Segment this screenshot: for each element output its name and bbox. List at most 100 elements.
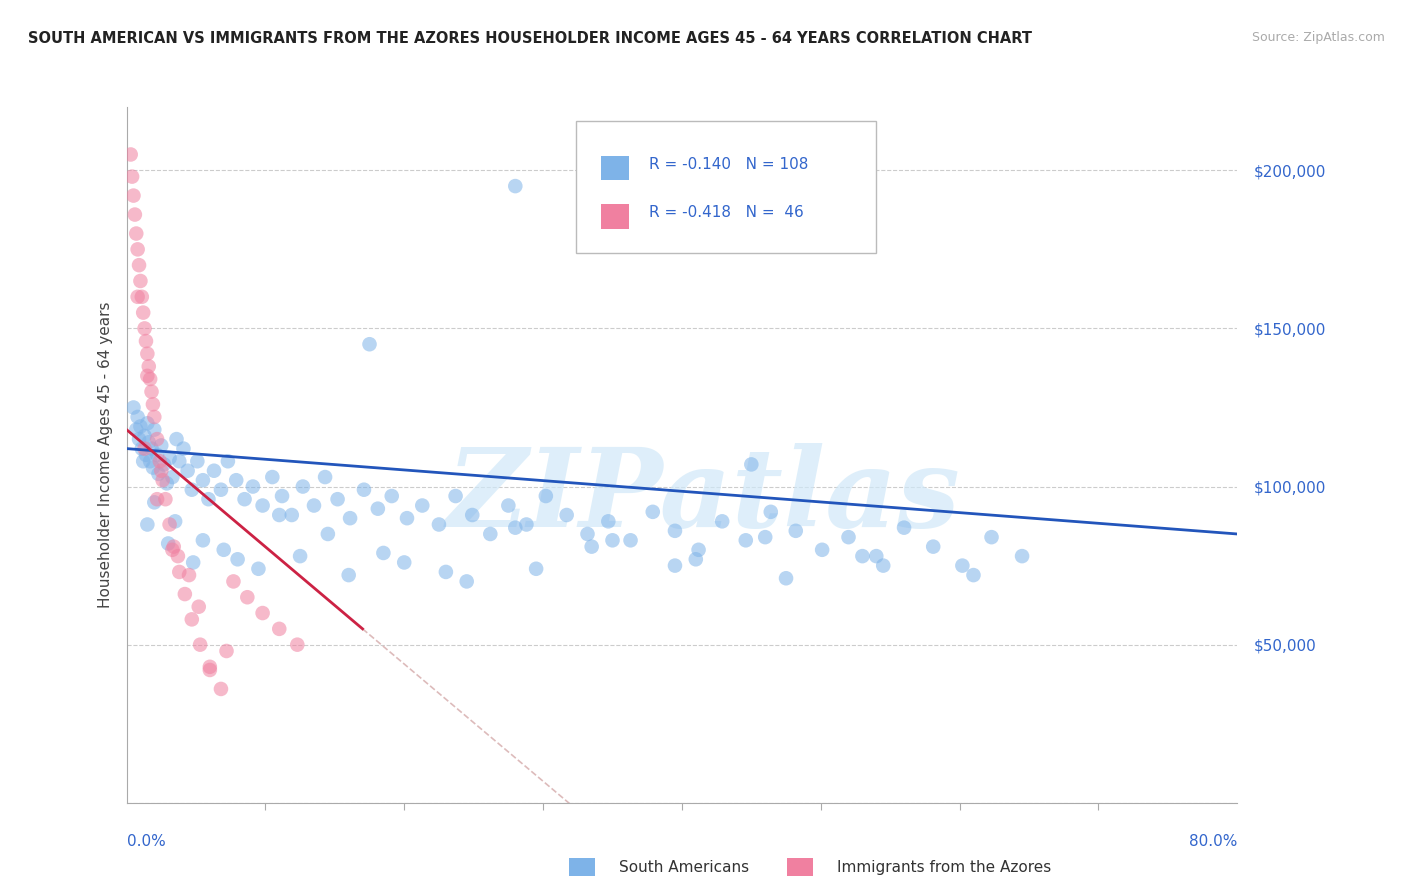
Point <box>980 530 1002 544</box>
Point <box>162 470 184 484</box>
Point <box>503 179 526 194</box>
Point <box>316 527 339 541</box>
Y-axis label: Householder Income Ages 45 - 64 years: Householder Income Ages 45 - 64 years <box>97 301 112 608</box>
Point <box>191 473 214 487</box>
Point <box>503 521 526 535</box>
Point <box>198 660 221 674</box>
Point <box>128 432 150 446</box>
Point <box>155 492 177 507</box>
Point <box>394 556 416 570</box>
Point <box>149 454 172 468</box>
Point <box>711 514 734 528</box>
Point <box>139 454 162 468</box>
Point <box>169 565 191 579</box>
Point <box>146 492 169 507</box>
Point <box>664 524 686 538</box>
Point <box>121 169 143 184</box>
Point <box>134 429 156 443</box>
Point <box>142 397 165 411</box>
Point <box>176 464 198 478</box>
Point <box>740 458 762 472</box>
Point <box>143 495 166 509</box>
Text: Source: ZipAtlas.com: Source: ZipAtlas.com <box>1251 31 1385 45</box>
Point <box>136 417 159 431</box>
Point <box>339 511 361 525</box>
Point <box>156 476 179 491</box>
Point <box>498 499 520 513</box>
Point <box>515 517 537 532</box>
Point <box>641 505 664 519</box>
FancyBboxPatch shape <box>576 121 876 253</box>
Point <box>167 549 190 563</box>
Point <box>285 638 308 652</box>
Text: 0.0%: 0.0% <box>127 834 166 849</box>
Point <box>146 432 169 446</box>
Point <box>181 556 204 570</box>
Point <box>177 568 200 582</box>
Point <box>252 499 274 513</box>
Point <box>132 305 155 319</box>
Point <box>129 419 152 434</box>
Point <box>142 460 165 475</box>
Point <box>353 483 375 497</box>
Point <box>252 606 274 620</box>
Point <box>225 473 247 487</box>
Point <box>373 546 395 560</box>
Point <box>127 409 149 424</box>
Point <box>598 514 620 528</box>
Point <box>124 208 146 222</box>
Point <box>395 511 418 525</box>
Point <box>461 508 484 522</box>
Point <box>619 533 641 548</box>
Point <box>233 492 256 507</box>
Point <box>434 565 457 579</box>
Point <box>163 540 186 554</box>
Point <box>688 542 710 557</box>
Point <box>134 321 156 335</box>
Point <box>838 530 860 544</box>
Point <box>281 508 304 522</box>
Point <box>242 479 264 493</box>
Point <box>162 542 184 557</box>
Point <box>191 533 214 548</box>
Point <box>209 681 232 696</box>
Point <box>138 359 160 374</box>
Point <box>1011 549 1033 563</box>
Point <box>359 337 381 351</box>
Point <box>444 489 467 503</box>
Point <box>188 638 211 652</box>
Point <box>143 409 166 424</box>
Point <box>169 454 191 468</box>
Point <box>427 517 450 532</box>
Point <box>127 290 149 304</box>
Point <box>922 540 945 554</box>
Point <box>202 464 225 478</box>
Point <box>141 442 163 456</box>
Point <box>135 334 157 348</box>
Point <box>125 227 148 241</box>
Point <box>865 549 887 563</box>
Point <box>302 499 325 513</box>
Point <box>337 568 360 582</box>
Bar <box>600 204 628 228</box>
Point <box>215 644 238 658</box>
Point <box>159 451 181 466</box>
Point <box>962 568 984 582</box>
Bar <box>600 156 628 180</box>
Point <box>367 501 389 516</box>
Point <box>173 587 195 601</box>
Point <box>212 542 235 557</box>
Point <box>269 508 291 522</box>
Point <box>136 347 159 361</box>
Point <box>236 591 259 605</box>
Text: ZIPatlas: ZIPatlas <box>447 443 962 550</box>
Point <box>576 527 599 541</box>
Point <box>685 552 707 566</box>
Point <box>269 622 291 636</box>
Point <box>166 432 188 446</box>
Point <box>291 479 314 493</box>
Point <box>872 558 894 573</box>
Point <box>775 571 797 585</box>
Point <box>125 423 148 437</box>
Point <box>157 536 180 550</box>
